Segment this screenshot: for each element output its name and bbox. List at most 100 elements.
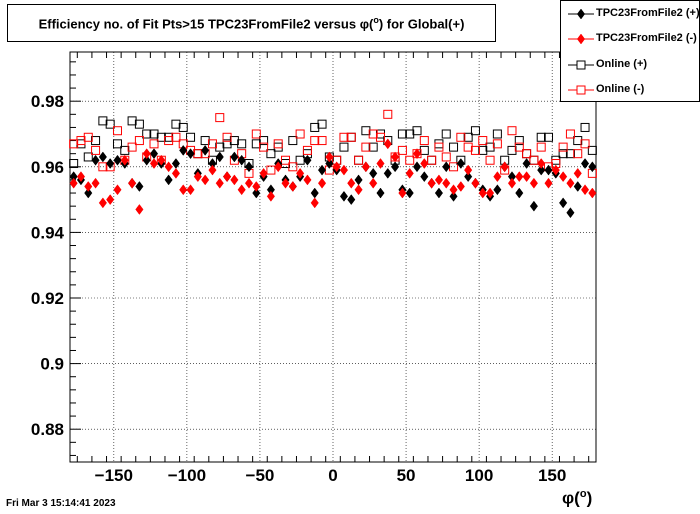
data-point bbox=[127, 142, 137, 152]
data-point bbox=[558, 142, 568, 152]
data-point bbox=[515, 187, 524, 199]
data-point bbox=[215, 151, 224, 163]
data-point bbox=[419, 145, 429, 155]
data-point bbox=[259, 167, 268, 179]
data-point bbox=[295, 129, 305, 139]
data-point bbox=[580, 158, 590, 169]
data-point bbox=[470, 126, 480, 136]
data-point bbox=[449, 142, 459, 152]
data-point bbox=[347, 177, 356, 189]
data-point bbox=[84, 181, 93, 192]
data-point bbox=[317, 136, 327, 146]
data-point bbox=[120, 154, 129, 166]
data-point bbox=[164, 161, 173, 173]
data-point bbox=[230, 174, 239, 186]
data-point bbox=[463, 142, 473, 152]
data-point bbox=[346, 132, 356, 142]
data-point bbox=[464, 171, 473, 183]
data-point bbox=[157, 154, 166, 166]
data-point bbox=[281, 155, 291, 165]
x-axis-title: φ(o) bbox=[562, 488, 592, 509]
data-point bbox=[449, 190, 458, 202]
data-point bbox=[559, 197, 568, 209]
data-point bbox=[514, 136, 524, 146]
xaxis-superscript: o bbox=[579, 488, 587, 500]
data-point bbox=[478, 187, 487, 199]
data-point bbox=[464, 164, 473, 176]
data-point bbox=[120, 145, 130, 155]
plot-area-border bbox=[69, 51, 597, 463]
data-point bbox=[492, 129, 502, 139]
data-point bbox=[463, 132, 473, 142]
data-point bbox=[142, 154, 151, 166]
data-point bbox=[259, 136, 269, 146]
data-point bbox=[354, 184, 363, 196]
data-point bbox=[529, 177, 538, 189]
data-point bbox=[456, 181, 465, 192]
data-point bbox=[266, 149, 276, 159]
data-point bbox=[391, 161, 400, 173]
data-point bbox=[573, 149, 583, 159]
data-point bbox=[397, 145, 407, 155]
data-point bbox=[391, 151, 400, 163]
data-point bbox=[339, 190, 349, 202]
data-point bbox=[317, 177, 327, 189]
data-point bbox=[303, 174, 312, 186]
data-point bbox=[274, 161, 283, 173]
data-point bbox=[537, 164, 546, 176]
title-superscript: o bbox=[373, 14, 379, 25]
data-point bbox=[207, 139, 217, 149]
data-point bbox=[522, 171, 531, 183]
chart-title-box: Efficiency no. of Fit Pts>15 TPC23FromFi… bbox=[7, 4, 496, 42]
data-point bbox=[201, 144, 210, 156]
data-point bbox=[441, 129, 451, 139]
legend-marker bbox=[568, 8, 594, 20]
data-point bbox=[522, 149, 532, 159]
data-point bbox=[507, 145, 517, 155]
data-point bbox=[573, 167, 582, 179]
data-point bbox=[587, 145, 597, 155]
data-point bbox=[193, 149, 203, 159]
data-point bbox=[223, 171, 232, 183]
data-point bbox=[98, 151, 107, 163]
legend-marker bbox=[568, 85, 594, 95]
x-tick-label: −50 bbox=[246, 466, 275, 485]
data-point bbox=[369, 167, 378, 179]
data-point bbox=[252, 187, 261, 199]
data-point bbox=[310, 122, 320, 132]
data-point bbox=[193, 171, 202, 183]
data-point bbox=[208, 164, 217, 176]
data-point bbox=[179, 144, 188, 156]
data-point bbox=[383, 109, 393, 119]
x-axis: −150 −100 −50 0 50 100 150 bbox=[76, 52, 590, 485]
data-point bbox=[486, 187, 495, 199]
data-point bbox=[485, 142, 495, 152]
data-point bbox=[434, 174, 443, 186]
data-point bbox=[580, 184, 590, 196]
data-point bbox=[201, 174, 210, 186]
data-point bbox=[478, 136, 488, 146]
data-point bbox=[514, 142, 524, 152]
data-point bbox=[237, 154, 246, 166]
data-point bbox=[237, 184, 246, 196]
data-point bbox=[339, 142, 349, 152]
data-point bbox=[427, 155, 437, 165]
legend-label: TPC23FromFile2 (-) bbox=[596, 32, 697, 44]
legend-marker-shape bbox=[576, 33, 586, 45]
data-point bbox=[442, 161, 451, 173]
data-point bbox=[346, 132, 356, 142]
data-point bbox=[412, 148, 422, 160]
data-point bbox=[566, 207, 575, 219]
y-tick-label: 0.94 bbox=[31, 223, 65, 242]
data-point bbox=[339, 132, 349, 142]
legend-label: TPC23FromFile2 (+) bbox=[596, 7, 700, 19]
plot-frame bbox=[69, 51, 597, 463]
data-point bbox=[522, 149, 532, 159]
data-point bbox=[412, 161, 422, 173]
data-point bbox=[551, 164, 560, 176]
data-point bbox=[69, 177, 78, 189]
y-tick-label: 0.9 bbox=[40, 355, 64, 374]
data-point bbox=[515, 171, 524, 183]
data-point bbox=[302, 145, 312, 155]
